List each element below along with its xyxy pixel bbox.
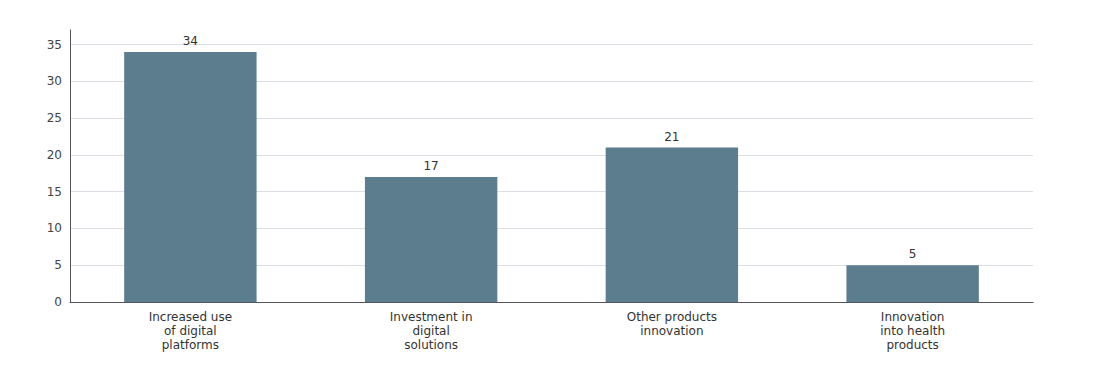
svg-text:5: 5 (909, 247, 917, 261)
svg-text:35: 35 (47, 38, 62, 52)
svg-text:21: 21 (664, 130, 679, 144)
svg-text:innovation: innovation (640, 324, 703, 338)
svg-text:digital: digital (412, 324, 449, 338)
svg-text:products: products (886, 338, 938, 352)
svg-text:10: 10 (47, 221, 62, 235)
svg-text:solutions: solutions (404, 338, 458, 352)
svg-text:30: 30 (47, 74, 62, 88)
svg-text:platforms: platforms (162, 338, 219, 352)
svg-text:Innovation: Innovation (881, 310, 945, 324)
svg-text:Investment in: Investment in (390, 310, 473, 324)
svg-text:Increased use: Increased use (149, 310, 232, 324)
svg-text:17: 17 (423, 159, 438, 173)
svg-text:15: 15 (47, 185, 62, 199)
svg-text:of digital: of digital (164, 324, 217, 338)
svg-text:20: 20 (47, 148, 62, 162)
svg-text:25: 25 (47, 111, 62, 125)
svg-text:into health: into health (880, 324, 945, 338)
svg-text:5: 5 (54, 258, 62, 272)
svg-text:0: 0 (54, 295, 62, 309)
svg-text:Other products: Other products (627, 310, 717, 324)
svg-text:34: 34 (183, 34, 198, 48)
